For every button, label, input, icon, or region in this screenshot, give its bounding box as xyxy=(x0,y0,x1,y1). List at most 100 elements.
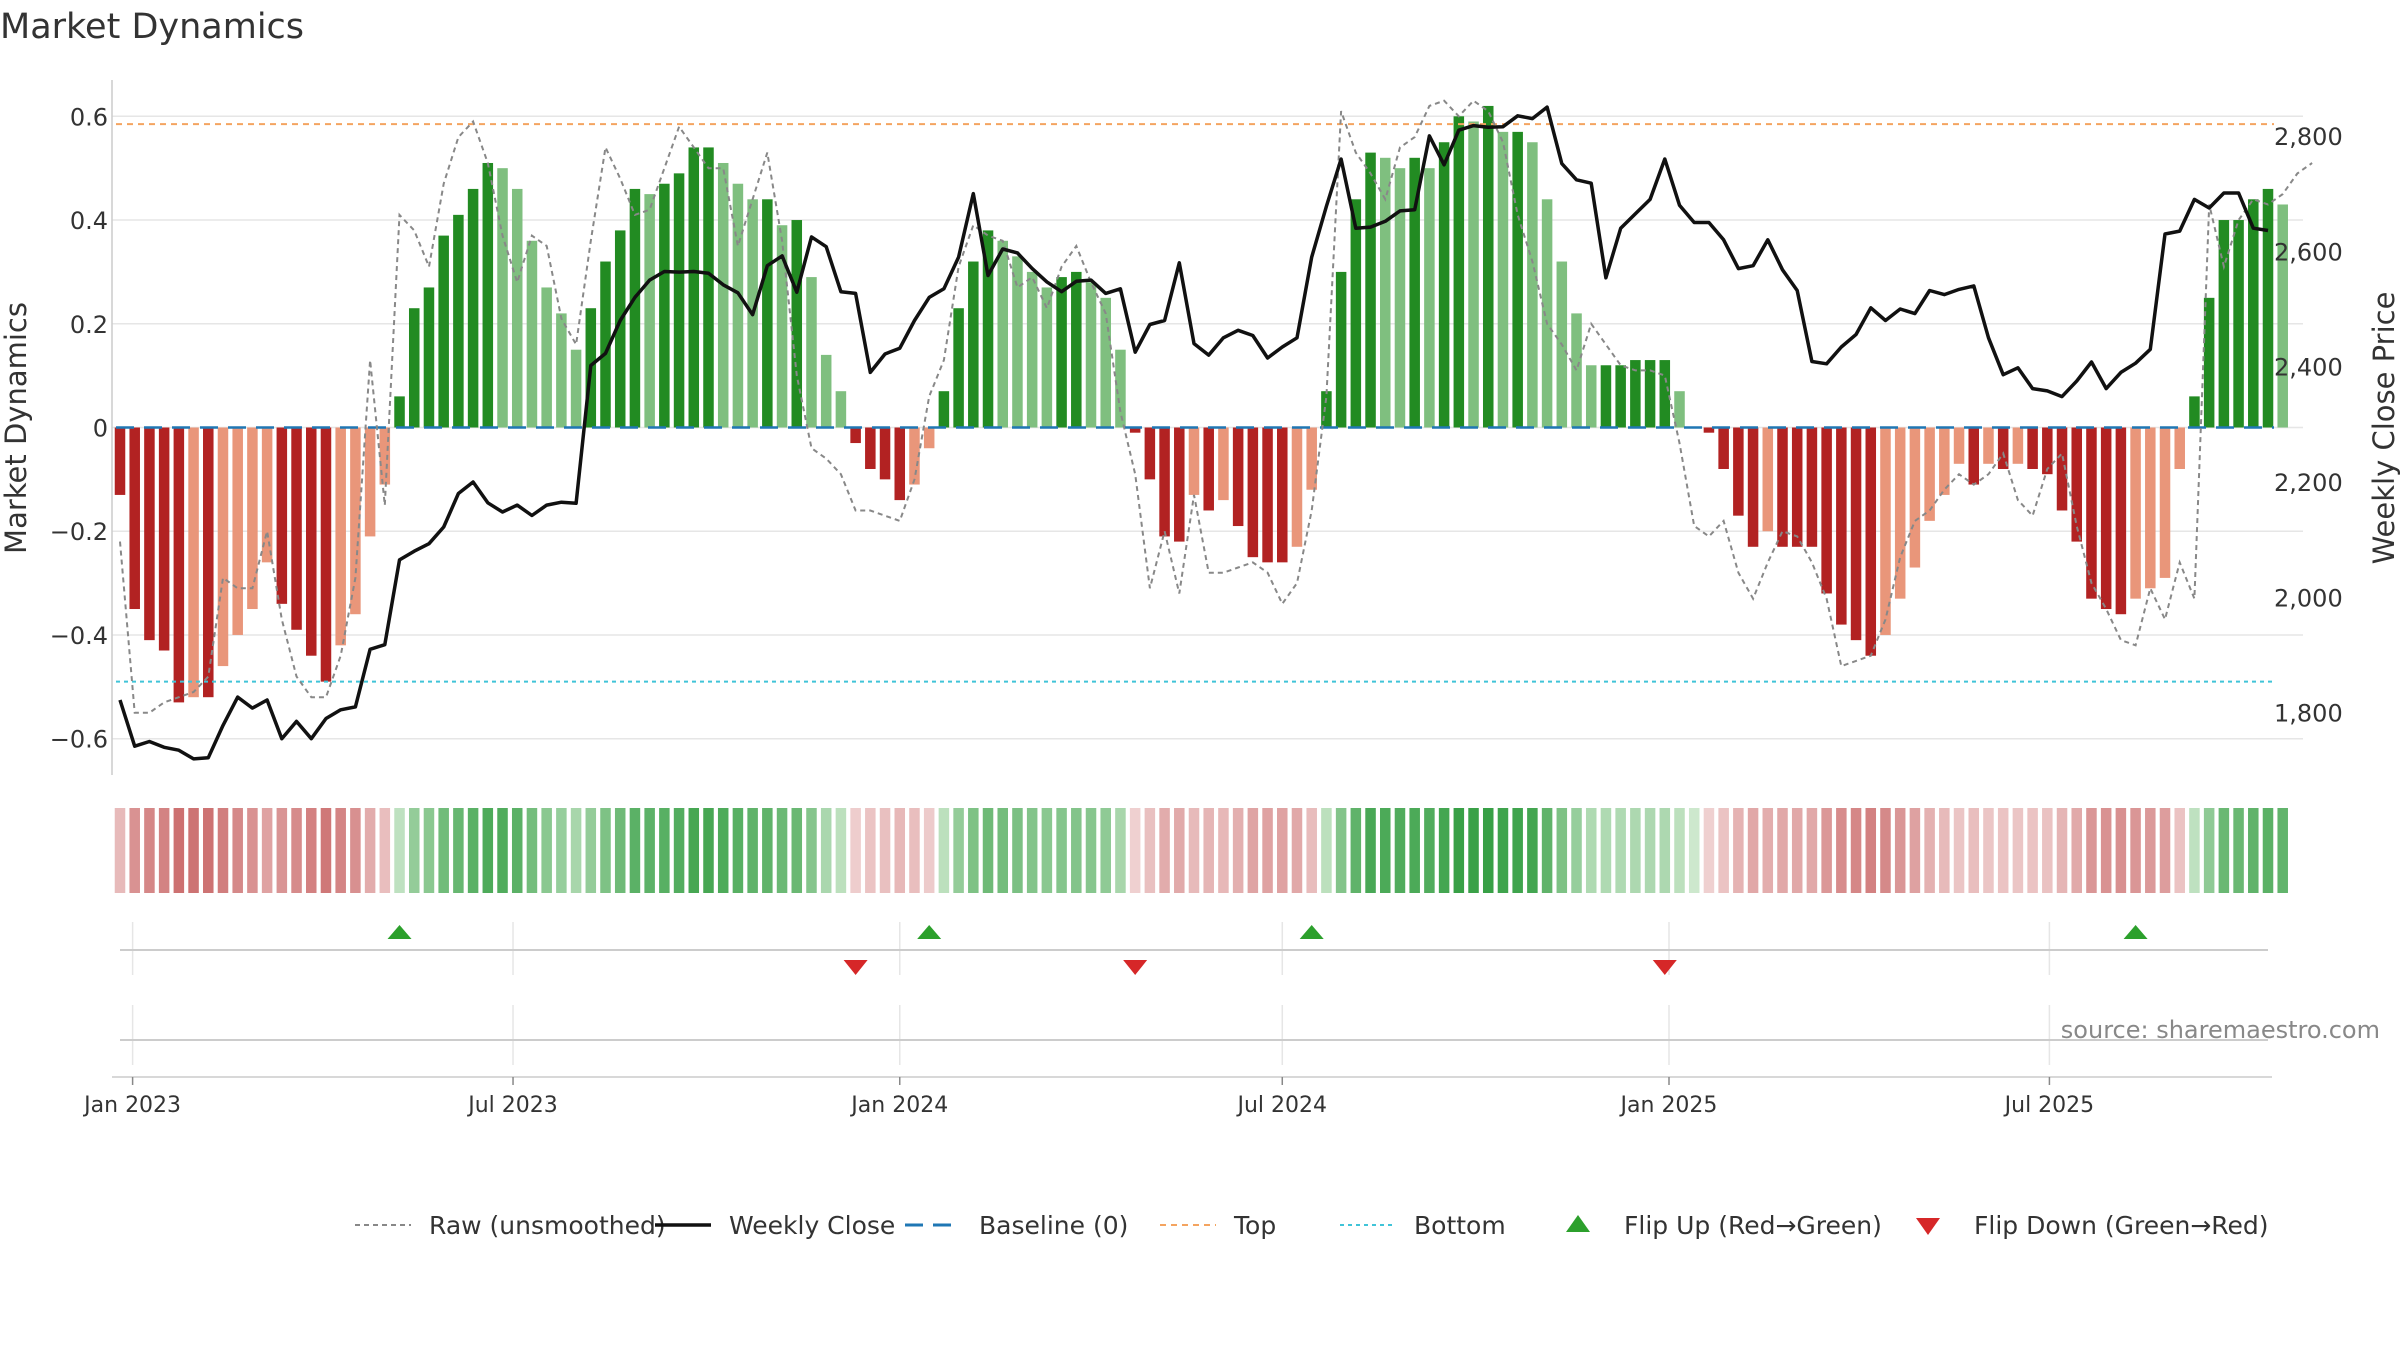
flip-events-panel xyxy=(120,922,2268,975)
x-tick-label: Jul 2023 xyxy=(466,1093,558,1118)
dynamics-bar xyxy=(717,162,729,428)
regime-cell xyxy=(320,808,332,893)
dynamics-bars xyxy=(114,105,2288,703)
regime-cell xyxy=(247,808,258,893)
dynamics-bar xyxy=(1527,142,1538,428)
regime-cell xyxy=(1718,808,1729,893)
dynamics-bar xyxy=(1159,427,1170,537)
regime-cell xyxy=(467,808,479,893)
dynamics-bar xyxy=(894,427,906,501)
regime-cell xyxy=(1939,808,1950,893)
dynamics-bar xyxy=(2115,427,2127,615)
dynamics-bar xyxy=(129,427,140,610)
legend-item-raw: Raw (unsmoothed) xyxy=(355,1211,666,1240)
x-tick-label: Jan 2023 xyxy=(82,1093,181,1118)
dynamics-bar xyxy=(1497,131,1509,428)
dynamics-bar xyxy=(1939,427,1950,495)
regime-cell xyxy=(2174,808,2185,893)
dynamics-bar xyxy=(791,220,803,428)
regime-cell xyxy=(2042,808,2053,893)
dynamics-bar xyxy=(2159,427,2171,578)
regime-cell xyxy=(2071,808,2082,893)
regime-cell xyxy=(2145,808,2156,893)
regime-cell xyxy=(1335,808,1347,893)
regime-cell xyxy=(2233,808,2244,893)
regime-cell xyxy=(1085,808,1097,893)
regime-strip xyxy=(114,808,2288,893)
dynamics-bar xyxy=(541,287,552,428)
dynamics-bar xyxy=(2056,427,2068,511)
dynamics-bar xyxy=(2218,220,2230,428)
left-axis-label: Market Dynamics xyxy=(0,302,33,554)
regime-cell xyxy=(1071,808,1082,893)
dynamics-bar xyxy=(188,427,199,698)
dynamics-bar xyxy=(1365,152,1376,428)
legend-item-flip_up: Flip Up (Red→Green) xyxy=(1566,1211,1882,1240)
x-axis-ticks: Jan 2023 Jul 2023 Jan 2024 Jul 2024 Jan 2025… xyxy=(82,1077,2094,1118)
regime-cell xyxy=(173,808,185,893)
regime-cell xyxy=(835,808,847,893)
regime-cell xyxy=(291,808,302,893)
regime-cell xyxy=(894,808,906,893)
dynamics-bar xyxy=(1865,427,1877,656)
regime-cell xyxy=(261,808,273,893)
regime-cell xyxy=(2012,808,2024,893)
regime-cell xyxy=(1733,808,1744,893)
regime-cell xyxy=(1894,808,1906,893)
regime-cell xyxy=(968,808,979,893)
dynamics-bar xyxy=(1615,365,1626,428)
regime-cell xyxy=(717,808,729,893)
regime-cell xyxy=(865,808,876,893)
dynamics-bar xyxy=(379,427,391,485)
dynamics-bar xyxy=(1409,157,1420,428)
chart-title: Market Dynamics xyxy=(0,7,304,47)
left-tick-label: 0.4 xyxy=(70,207,108,235)
dynamics-bar xyxy=(835,391,847,428)
regime-cell xyxy=(629,808,641,893)
regime-cell xyxy=(1674,808,1685,893)
dynamics-bar xyxy=(600,261,611,428)
legend-label: Top xyxy=(1233,1211,1276,1240)
dynamics-bar xyxy=(938,391,950,428)
dynamics-bar xyxy=(1438,142,1450,428)
dynamics-bar xyxy=(1512,131,1523,428)
regime-cell xyxy=(1865,808,1877,893)
dynamics-bar xyxy=(2174,427,2185,469)
regime-cell xyxy=(850,808,861,893)
dynamics-bar xyxy=(1232,427,1244,527)
left-tick-label: 0 xyxy=(93,415,108,443)
dynamics-bar xyxy=(438,235,449,428)
regime-cell xyxy=(1321,808,1332,893)
dynamics-bar xyxy=(1600,365,1612,428)
dynamics-bar xyxy=(1321,391,1332,428)
regime-cell xyxy=(703,808,714,893)
regime-cell xyxy=(1541,808,1553,893)
dynamics-bar xyxy=(688,147,700,428)
regime-cell xyxy=(1453,808,1465,893)
dynamics-bar xyxy=(453,214,464,428)
regime-cell xyxy=(1129,808,1141,893)
regime-cell xyxy=(1379,808,1391,893)
dynamics-bar xyxy=(614,230,626,428)
dynamics-bar xyxy=(1424,168,1435,428)
left-tick-label: −0.4 xyxy=(50,622,108,650)
dynamics-bar xyxy=(276,427,288,604)
regime-cell xyxy=(541,808,552,893)
regime-cell xyxy=(1924,808,1935,893)
x-tick-label: Jan 2025 xyxy=(1619,1093,1718,1118)
right-tick-label: 2,600 xyxy=(2274,238,2343,266)
regime-cell xyxy=(2086,808,2097,893)
dynamics-bar xyxy=(1894,427,1906,599)
dynamics-bar xyxy=(2012,427,2024,464)
dynamics-bar xyxy=(158,427,170,651)
regime-cell xyxy=(1394,808,1406,893)
dynamics-bar xyxy=(1674,391,1685,428)
regime-cell xyxy=(1880,808,1891,893)
regime-cell xyxy=(1762,808,1774,893)
regime-cell xyxy=(1409,808,1420,893)
dynamics-bar xyxy=(2145,427,2156,589)
legend-swatch xyxy=(1916,1218,1940,1235)
regime-cell xyxy=(1232,808,1244,893)
dynamics-bar xyxy=(1468,121,1479,428)
regime-cell xyxy=(2277,808,2288,893)
